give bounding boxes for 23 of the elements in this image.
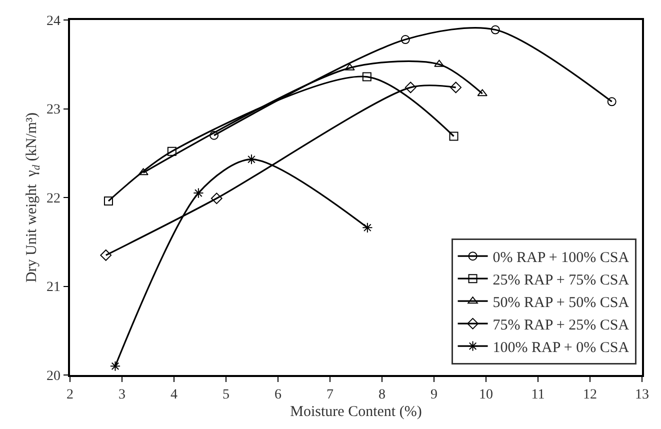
x-tick-label: 11 [531, 388, 545, 403]
y-tick-label: 20 [46, 368, 60, 384]
y-tick-label: 21 [46, 280, 60, 296]
legend-label: 100% RAP + 0% CSA [492, 340, 630, 356]
y-tick-label: 23 [46, 102, 60, 118]
x-tick-label: 13 [635, 388, 649, 403]
x-tick-label: 5 [222, 388, 230, 403]
y-tick-label: 24 [46, 14, 60, 29]
x-tick-label: 10 [479, 388, 493, 403]
legend-label: 75% RAP + 25% CSA [492, 317, 630, 334]
x-axis-title: Moisture Content (%) [290, 404, 422, 420]
x-tick-label: 8 [378, 388, 386, 403]
x-tick-label: 2 [66, 388, 74, 403]
y-tick-label: 22 [46, 191, 60, 206]
legend-label: 25% RAP + 75% CSA [492, 272, 630, 288]
legend-label: 0% RAP + 100% CSA [492, 250, 630, 266]
x-tick-label: 3 [118, 388, 126, 403]
x-tick-label: 4 [170, 388, 178, 403]
x-tick-label: 9 [430, 388, 438, 403]
x-tick-label: 7 [326, 388, 334, 403]
legend-label: 50% RAP + 50% CSA [492, 294, 630, 311]
x-tick-label: 12 [583, 388, 597, 403]
x-tick-label: 6 [274, 388, 282, 403]
